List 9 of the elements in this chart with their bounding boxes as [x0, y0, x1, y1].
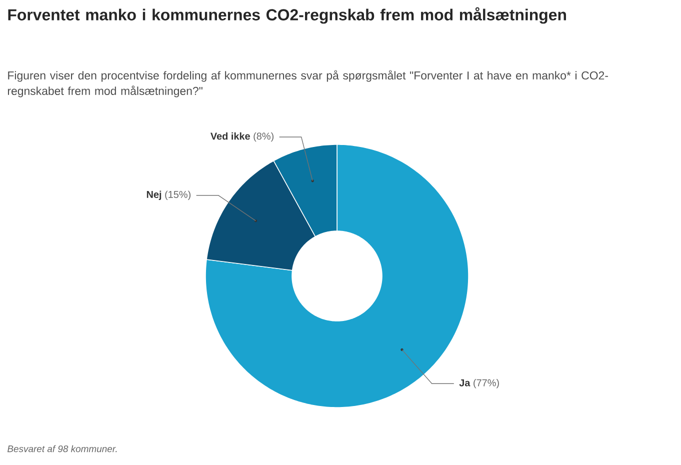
slice-label: Ja	[459, 379, 470, 386]
text: Besvaret af 98 kommuner.	[7, 445, 117, 452]
slice-label: Ved ikke	[210, 132, 250, 140]
data-label: (15%)	[165, 190, 190, 200]
slice-label: Nej	[146, 190, 162, 200]
chart-subtitle: Figuren viser den procentvise fordeling af kommunernes svar på spørgsmålet "Forventer I at have en manko* i CO2-regnskabet frem mod målsætningen?"	[8, 70, 608, 98]
data-label: (8%)	[254, 132, 274, 142]
data-label: (77%)	[474, 379, 499, 388]
chart-title: Forventet manko i kommunernes CO2-regnskab frem mod målsætningen	[8, 7, 566, 24]
